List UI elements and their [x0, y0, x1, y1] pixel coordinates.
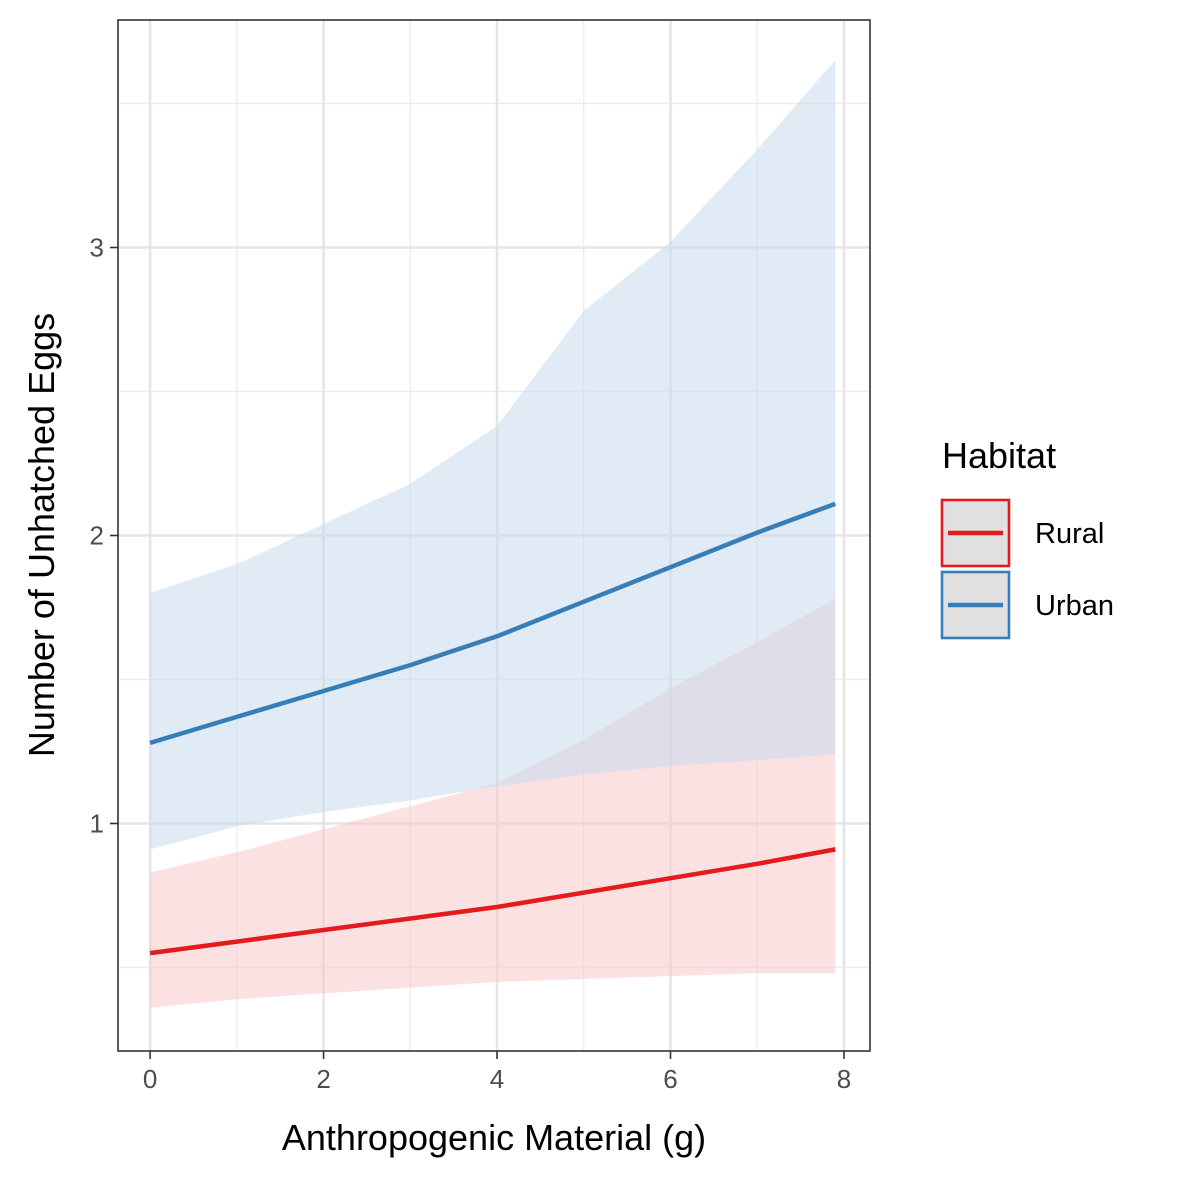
- plot-area: 0 2 4 6 8 1 2 3: [90, 19, 871, 1094]
- x-tick-label: 4: [490, 1064, 504, 1094]
- x-tick-label: 0: [143, 1064, 157, 1094]
- y-tick-label: 1: [90, 808, 104, 838]
- legend-label: Urban: [1035, 590, 1114, 622]
- ribbon-urban: [150, 60, 836, 850]
- y-tick-label: 2: [90, 521, 104, 551]
- legend-label: Rural: [1035, 518, 1104, 550]
- line-urban: [149, 501, 837, 746]
- x-axis-ticks: 0 2 4 6 8: [143, 1051, 851, 1094]
- legend-key-urban: [940, 570, 1011, 640]
- line-rural: [149, 847, 836, 956]
- ribbons: [150, 60, 836, 1008]
- legend-key-rural: [940, 498, 1011, 568]
- legend-title: Habitat: [942, 435, 1056, 476]
- legend: Habitat Rural Urban: [940, 435, 1114, 640]
- y-axis-ticks: 1 2 3: [90, 233, 118, 838]
- x-tick-label: 2: [316, 1064, 330, 1094]
- x-tick-label: 6: [663, 1064, 677, 1094]
- y-axis-title: Number of Unhatched Eggs: [21, 313, 62, 757]
- x-axis-title: Anthropogenic Material (g): [282, 1117, 706, 1158]
- lines: [149, 501, 837, 956]
- x-tick-label: 8: [837, 1064, 851, 1094]
- y-tick-label: 3: [90, 233, 104, 263]
